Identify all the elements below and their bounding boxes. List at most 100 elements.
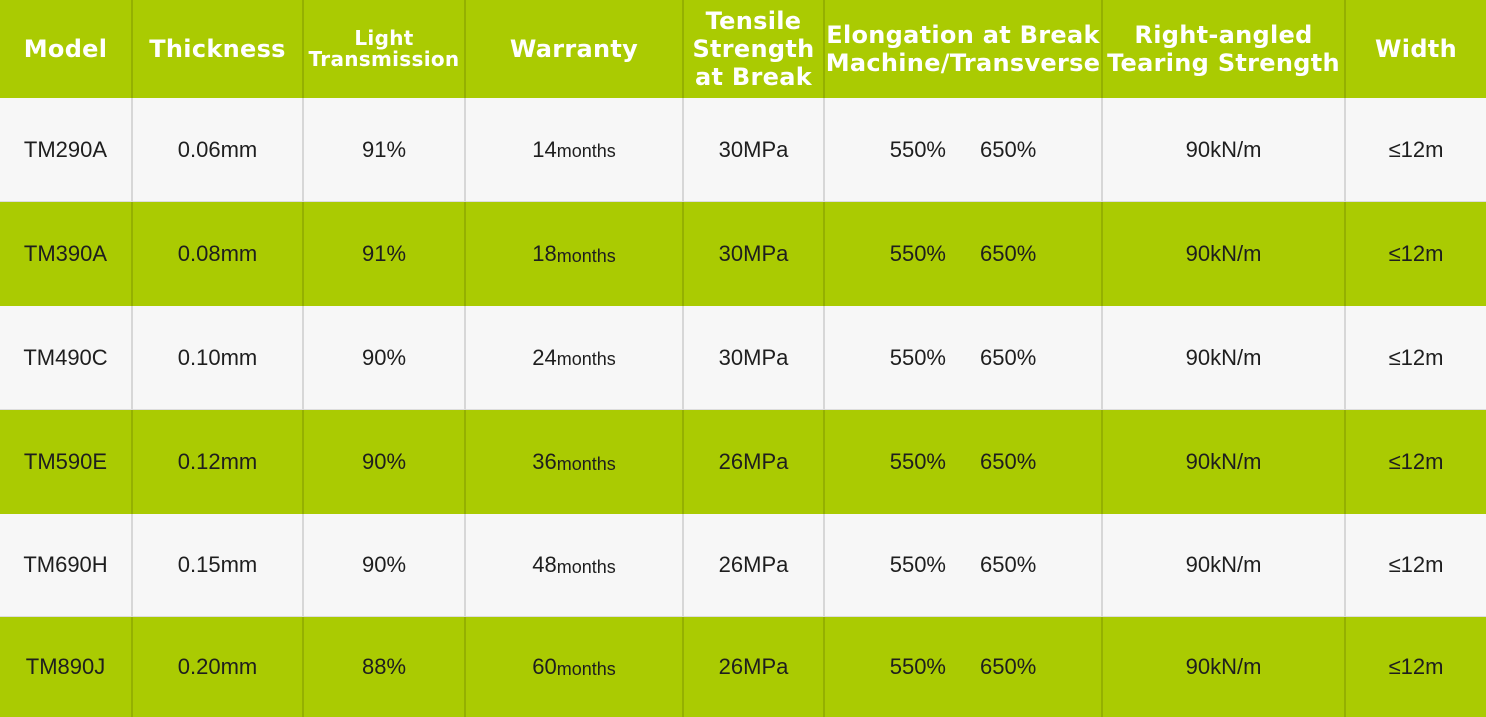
cell-text: 48 — [532, 552, 557, 577]
cell-text: ≤12m — [1388, 654, 1444, 679]
cell-text: 650% — [980, 136, 1037, 162]
table-cell: ≤12m — [1346, 98, 1486, 202]
cell-text: 90kN/m — [1185, 344, 1262, 370]
cell-text: 0.20mm — [177, 654, 258, 679]
header-text: Tensile — [705, 7, 802, 35]
cell-text: TM890J — [25, 654, 106, 679]
cell-text: 650% — [980, 449, 1037, 474]
table-cell: ≤12m — [1346, 410, 1486, 514]
table-cell: 26MPa — [684, 514, 825, 617]
header-text: Model — [23, 35, 108, 63]
table-cell: 90kN/m — [1103, 617, 1346, 717]
cell-text: TM690H — [23, 552, 108, 577]
table-cell: 0.15mm — [133, 514, 304, 617]
cell-text: 24 — [532, 344, 557, 370]
header-cell: Right-angled Tearing Strength — [1103, 0, 1346, 98]
cell-text: 90kN/m — [1185, 241, 1262, 266]
table-cell: 26MPa — [684, 410, 825, 514]
table-cell: 550% 650% — [825, 514, 1103, 617]
table-cell: 90% — [304, 410, 466, 514]
table-cell: TM890J — [0, 617, 133, 717]
table-cell: 550% 650% — [825, 410, 1103, 514]
table-cell: TM490C — [0, 306, 133, 410]
cell-text: 650% — [980, 241, 1037, 266]
table-cell: ≤12m — [1346, 202, 1486, 306]
cell-text: ≤12m — [1388, 449, 1444, 474]
table-cell: 90kN/m — [1103, 306, 1346, 410]
table-cell: TM390A — [0, 202, 133, 306]
table-cell: 14 months — [466, 98, 684, 202]
cell-text: 550% — [889, 344, 946, 370]
header-text: Light — [354, 26, 414, 50]
cell-text: months — [556, 453, 616, 474]
cell-text: months — [556, 658, 616, 679]
header-text: Strength — [692, 35, 815, 63]
table-cell: 90kN/m — [1103, 202, 1346, 306]
cell-text: 550% — [889, 552, 946, 577]
header-text: Transmission — [308, 47, 460, 71]
table-cell: 18 months — [466, 202, 684, 306]
table-cell: 550% 650% — [825, 617, 1103, 717]
header-cell: Tensile Strength at Break — [684, 0, 825, 98]
cell-text: months — [556, 556, 616, 577]
table-cell: 91% — [304, 202, 466, 306]
table-cell: 550% 650% — [825, 98, 1103, 202]
cell-text: 90% — [361, 344, 407, 370]
cell-text: 90kN/m — [1185, 552, 1262, 577]
header-text: Warranty — [509, 35, 639, 63]
cell-text: TM590E — [23, 449, 108, 474]
cell-text: 90% — [361, 552, 407, 577]
cell-text: ≤12m — [1388, 344, 1444, 370]
cell-text: 60 — [532, 654, 557, 679]
table-cell: 48 months — [466, 514, 684, 617]
cell-text: 550% — [889, 136, 946, 162]
cell-text: 26MPa — [718, 552, 789, 577]
cell-text: 650% — [980, 654, 1037, 679]
cell-text: 18 — [532, 241, 557, 266]
header-text: Thickness — [149, 35, 286, 63]
cell-text: ≤12m — [1388, 136, 1444, 162]
header-cell: Model — [0, 0, 133, 98]
cell-text: months — [556, 349, 616, 369]
cell-text: 0.08mm — [177, 241, 258, 266]
cell-text: 91% — [361, 241, 407, 266]
cell-text: 30MPa — [718, 136, 789, 162]
header-text: Tearing Strength — [1107, 49, 1340, 77]
header-cell: Width — [1346, 0, 1486, 98]
table-cell: 0.20mm — [133, 617, 304, 717]
cell-text: 0.10mm — [177, 344, 258, 370]
cell-text: 30MPa — [718, 241, 789, 266]
table-cell: 24 months — [466, 306, 684, 410]
cell-text: 30MPa — [718, 344, 789, 370]
cell-text: months — [556, 245, 616, 266]
cell-text: months — [556, 141, 616, 161]
table-cell: 30MPa — [684, 202, 825, 306]
table-cell: 90kN/m — [1103, 514, 1346, 617]
cell-text: 90kN/m — [1185, 449, 1262, 474]
header-text: at Break — [695, 63, 812, 91]
table-cell: ≤12m — [1346, 514, 1486, 617]
header-text: Machine/Transverse — [825, 49, 1101, 77]
cell-text: 0.06mm — [177, 136, 258, 162]
cell-text: 26MPa — [718, 654, 789, 679]
table-cell: TM690H — [0, 514, 133, 617]
table-cell: 26MPa — [684, 617, 825, 717]
table-cell: 0.06mm — [133, 98, 304, 202]
cell-text: 14 — [532, 136, 557, 162]
table-cell: 0.08mm — [133, 202, 304, 306]
table-cell: ≤12m — [1346, 617, 1486, 717]
cell-text: ≤12m — [1388, 241, 1444, 266]
cell-text: ≤12m — [1388, 552, 1444, 577]
header-cell: Warranty — [466, 0, 684, 98]
cell-text: 550% — [889, 654, 946, 679]
header-cell: Thickness — [133, 0, 304, 98]
table-cell: 90% — [304, 514, 466, 617]
table-cell: 30MPa — [684, 98, 825, 202]
cell-text: 88% — [361, 654, 407, 679]
cell-text: 0.12mm — [177, 449, 258, 474]
table-cell: 0.10mm — [133, 306, 304, 410]
table-cell: 30MPa — [684, 306, 825, 410]
cell-text: 90% — [361, 449, 407, 474]
cell-text: TM490C — [23, 344, 108, 370]
